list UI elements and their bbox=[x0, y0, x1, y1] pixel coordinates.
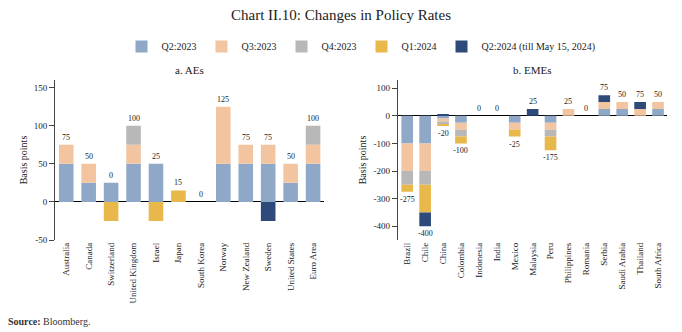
svg-text:0: 0 bbox=[43, 197, 48, 207]
svg-text:b. EMEs: b. EMEs bbox=[513, 64, 552, 76]
svg-text:Brazil: Brazil bbox=[402, 242, 412, 264]
svg-text:50: 50 bbox=[287, 152, 295, 161]
svg-text:-175: -175 bbox=[543, 153, 558, 162]
svg-text:0: 0 bbox=[477, 104, 481, 113]
svg-text:Colombia: Colombia bbox=[456, 243, 466, 279]
svg-text:25: 25 bbox=[529, 97, 537, 106]
svg-text:South Korea: South Korea bbox=[196, 243, 206, 288]
svg-text:50: 50 bbox=[85, 152, 93, 161]
svg-text:Mexico: Mexico bbox=[510, 242, 520, 270]
svg-text:50: 50 bbox=[38, 159, 48, 169]
svg-text:Source: Bloomberg.: Source: Bloomberg. bbox=[8, 316, 90, 327]
svg-text:25: 25 bbox=[152, 152, 160, 161]
svg-text:-400: -400 bbox=[418, 229, 433, 238]
svg-text:-400: -400 bbox=[373, 221, 390, 231]
svg-text:a. AEs: a. AEs bbox=[175, 64, 204, 76]
svg-text:Indonesia: Indonesia bbox=[474, 243, 484, 278]
svg-text:Chile: Chile bbox=[420, 243, 430, 263]
svg-text:50: 50 bbox=[654, 90, 662, 99]
svg-text:75: 75 bbox=[62, 133, 70, 142]
svg-text:Basis points: Basis points bbox=[357, 136, 368, 185]
svg-text:-20: -20 bbox=[438, 129, 449, 138]
svg-text:Q2:2023: Q2:2023 bbox=[162, 41, 197, 52]
svg-text:Sweden: Sweden bbox=[263, 242, 273, 271]
svg-text:Malaysia: Malaysia bbox=[528, 243, 538, 276]
svg-text:Romania: Romania bbox=[581, 243, 591, 276]
svg-text:Thailand: Thailand bbox=[635, 242, 645, 274]
svg-text:75: 75 bbox=[600, 83, 608, 92]
svg-text:Chart II.10: Changes in Policy: Chart II.10: Changes in Policy Rates bbox=[231, 7, 451, 23]
svg-text:Norway: Norway bbox=[218, 242, 228, 271]
svg-text:India: India bbox=[492, 243, 502, 262]
svg-text:0: 0 bbox=[385, 111, 390, 121]
svg-text:50: 50 bbox=[618, 90, 626, 99]
svg-text:75: 75 bbox=[264, 133, 272, 142]
svg-text:United States: United States bbox=[286, 242, 296, 291]
svg-text:75: 75 bbox=[242, 133, 250, 142]
svg-text:-275: -275 bbox=[400, 195, 415, 204]
svg-text:Euro Area: Euro Area bbox=[308, 243, 318, 280]
svg-text:100: 100 bbox=[128, 114, 140, 123]
svg-text:-100: -100 bbox=[453, 146, 468, 155]
svg-text:100: 100 bbox=[307, 114, 319, 123]
svg-text:Q2:2024 (till May 15, 2024): Q2:2024 (till May 15, 2024) bbox=[482, 41, 596, 53]
svg-text:25: 25 bbox=[564, 97, 572, 106]
svg-text:0: 0 bbox=[109, 171, 113, 180]
svg-text:Switzerland: Switzerland bbox=[106, 242, 116, 285]
svg-text:Japan: Japan bbox=[173, 242, 183, 263]
svg-text:-100: -100 bbox=[373, 139, 390, 149]
svg-text:United Kingdom: United Kingdom bbox=[128, 243, 138, 304]
svg-text:Serbia: Serbia bbox=[599, 243, 609, 266]
svg-text:-200: -200 bbox=[373, 166, 390, 176]
svg-text:0: 0 bbox=[495, 104, 499, 113]
svg-text:Q1:2024: Q1:2024 bbox=[402, 41, 437, 52]
svg-text:-300: -300 bbox=[373, 194, 390, 204]
svg-text:Israel: Israel bbox=[151, 242, 161, 262]
svg-text:75: 75 bbox=[636, 90, 644, 99]
svg-text:Philippines: Philippines bbox=[563, 242, 573, 283]
svg-text:Saudi Arabia: Saudi Arabia bbox=[617, 243, 627, 290]
svg-text:South Africa: South Africa bbox=[653, 243, 663, 289]
svg-text:Q3:2023: Q3:2023 bbox=[242, 41, 277, 52]
svg-text:150: 150 bbox=[34, 83, 48, 93]
svg-text:100: 100 bbox=[376, 83, 390, 93]
svg-text:100: 100 bbox=[34, 121, 48, 131]
svg-text:New Zealand: New Zealand bbox=[241, 242, 251, 291]
svg-text:15: 15 bbox=[174, 178, 182, 187]
svg-text:Basis points: Basis points bbox=[18, 136, 29, 185]
svg-text:Q4:2023: Q4:2023 bbox=[322, 41, 357, 52]
svg-text:-50: -50 bbox=[35, 235, 47, 245]
svg-text:0: 0 bbox=[199, 190, 203, 199]
svg-text:Australia: Australia bbox=[61, 243, 71, 276]
svg-text:China: China bbox=[438, 243, 448, 265]
svg-text:0: 0 bbox=[584, 104, 588, 113]
svg-text:-25: -25 bbox=[509, 140, 520, 149]
svg-text:125: 125 bbox=[217, 95, 229, 104]
svg-text:Canada: Canada bbox=[84, 243, 94, 270]
svg-text:Peru: Peru bbox=[545, 242, 555, 259]
